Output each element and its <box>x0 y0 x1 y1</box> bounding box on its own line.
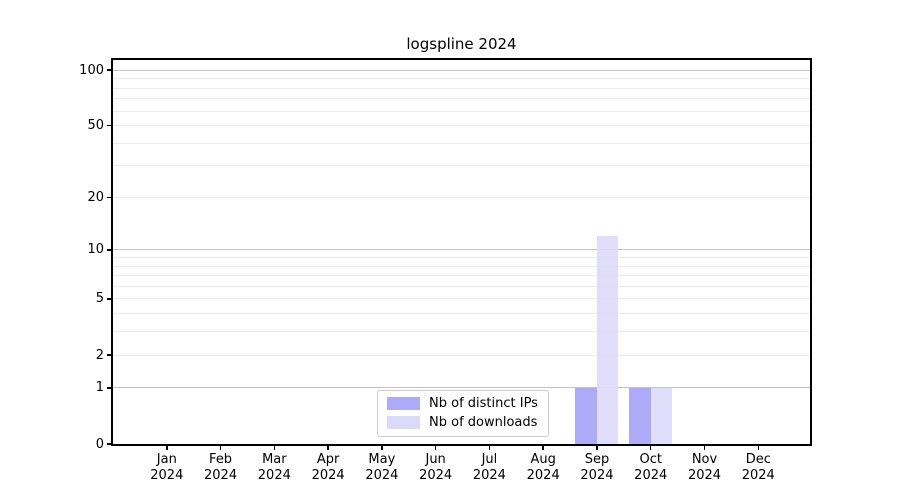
y-tick-label: 5 <box>95 291 104 307</box>
x-tick-label: Aug 2024 <box>511 452 575 483</box>
y-tick <box>107 298 113 300</box>
x-tick-month: Dec <box>745 452 771 467</box>
y-gridline-minor <box>113 285 810 287</box>
y-tick-label: 0 <box>95 436 104 452</box>
x-tick-label: Nov 2024 <box>673 452 737 483</box>
x-tick-year: 2024 <box>365 467 399 483</box>
legend-row-distinct-ips: Nb of distinct IPs <box>387 396 538 411</box>
y-gridline-minor <box>113 275 810 277</box>
x-tick <box>488 444 491 450</box>
x-tick <box>273 444 276 450</box>
y-gridline-major <box>113 249 810 251</box>
x-tick-label: Apr 2024 <box>296 452 360 483</box>
x-tick <box>166 444 168 450</box>
x-tick-month: Feb <box>209 452 233 467</box>
x-tick-year: 2024 <box>526 467 560 483</box>
y-tick <box>107 69 113 71</box>
y-tick-label: 50 <box>87 118 104 134</box>
y-gridline-minor <box>113 110 810 112</box>
y-tick-label: 1 <box>95 380 104 396</box>
x-tick <box>542 444 544 450</box>
x-tick <box>219 444 222 450</box>
x-tick-year: 2024 <box>150 467 184 483</box>
y-gridline-minor <box>113 265 810 267</box>
x-tick <box>757 444 760 450</box>
y-gridline-major <box>113 387 810 389</box>
x-tick-year: 2024 <box>472 467 506 483</box>
chart-title: logspline 2024 <box>406 35 517 53</box>
x-tick-month: Oct <box>639 452 662 467</box>
y-gridline-minor <box>113 354 810 356</box>
x-tick-label: Sep 2024 <box>565 452 629 483</box>
legend: Nb of distinct IPs Nb of downloads <box>377 390 549 437</box>
y-gridline-major <box>113 69 810 71</box>
bar-sep-distinct-ips <box>575 387 597 444</box>
y-gridline-minor <box>113 196 810 198</box>
y-gridline-minor <box>113 78 810 80</box>
x-tick-label: Jul 2024 <box>457 452 521 483</box>
x-tick <box>381 444 383 450</box>
x-tick-month: Nov <box>691 452 718 467</box>
y-gridline-minor <box>113 125 810 127</box>
y-gridline-minor <box>113 331 810 333</box>
y-tick <box>107 354 113 356</box>
y-tick <box>107 387 113 389</box>
x-tick-month: Mar <box>262 452 287 467</box>
y-gridline-minor <box>113 313 810 315</box>
y-tick <box>107 124 113 127</box>
bar-sep-downloads <box>596 236 619 444</box>
legend-row-downloads: Nb of downloads <box>387 415 538 430</box>
y-gridline-minor <box>113 142 810 144</box>
legend-label-downloads: Nb of downloads <box>429 415 538 430</box>
y-gridline-minor <box>113 298 810 300</box>
x-tick-month: Jul <box>481 452 498 467</box>
plot-inner <box>113 60 810 444</box>
x-tick-year: 2024 <box>257 467 291 483</box>
x-tick-month: Sep <box>584 452 610 467</box>
x-tick-label: May 2024 <box>350 452 414 483</box>
x-tick-year: 2024 <box>687 467 722 483</box>
legend-swatch-distinct-ips <box>387 397 420 410</box>
y-gridline-minor <box>113 87 810 89</box>
y-tick <box>107 196 113 199</box>
x-tick-month: Aug <box>530 452 556 467</box>
legend-label-distinct-ips: Nb of distinct IPs <box>429 396 538 411</box>
bar-oct-distinct-ips <box>629 387 651 444</box>
y-gridline-minor <box>113 98 810 100</box>
x-tick <box>649 444 652 450</box>
x-tick-year: 2024 <box>580 467 614 483</box>
x-tick-month: Apr <box>316 452 340 467</box>
x-tick <box>703 444 706 450</box>
x-tick-month: May <box>368 452 396 467</box>
y-tick-label: 10 <box>87 242 104 258</box>
x-tick-label: Jan 2024 <box>135 452 199 483</box>
y-gridline-minor <box>113 256 810 258</box>
x-tick <box>327 444 329 450</box>
x-tick-label: Dec 2024 <box>726 452 790 483</box>
x-tick-year: 2024 <box>419 467 453 483</box>
y-tick <box>107 443 113 445</box>
plot-area: Nb of distinct IPs Nb of downloads <box>111 58 812 446</box>
x-tick <box>596 444 598 450</box>
x-tick-month: Jan <box>156 452 177 467</box>
x-tick-year: 2024 <box>634 467 668 483</box>
y-gridline-minor <box>113 165 810 167</box>
y-tick-label: 100 <box>79 62 104 78</box>
x-tick-label: Jun 2024 <box>404 452 468 483</box>
bar-oct-downloads <box>650 387 673 444</box>
x-tick-year: 2024 <box>311 467 345 483</box>
x-tick-year: 2024 <box>741 467 775 483</box>
x-tick-month: Jun <box>425 452 446 467</box>
x-tick-label: Oct 2024 <box>619 452 683 483</box>
x-tick-year: 2024 <box>204 467 238 483</box>
x-tick-label: Feb 2024 <box>189 452 253 483</box>
y-tick-label: 2 <box>95 347 104 363</box>
legend-swatch-downloads <box>387 416 420 429</box>
y-tick-label: 20 <box>87 189 104 205</box>
x-tick-label: Mar 2024 <box>242 452 306 483</box>
y-tick <box>107 249 113 251</box>
x-tick <box>434 444 437 450</box>
